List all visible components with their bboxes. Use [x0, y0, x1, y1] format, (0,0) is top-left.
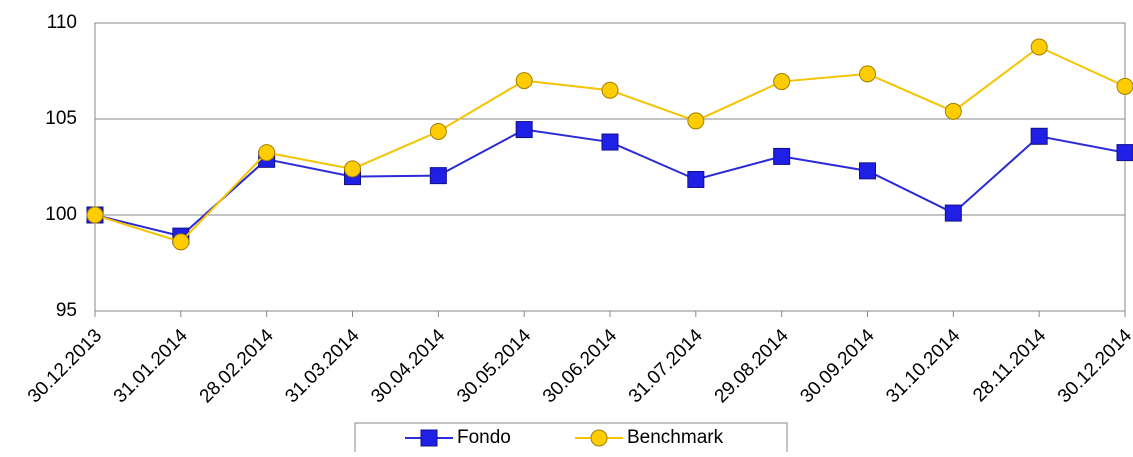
marker: [1030, 38, 1048, 56]
marker: [773, 73, 791, 91]
marker: [1116, 77, 1133, 95]
x-tick-label: 30.12.2014: [1054, 325, 1133, 407]
plot-frame: [94, 22, 1126, 312]
marker: [86, 206, 104, 224]
x-tick-label: 30.09.2014: [796, 325, 878, 407]
marker: [172, 233, 190, 251]
marker: [601, 81, 619, 99]
marker: [1116, 144, 1133, 162]
x-tick-label: 30.06.2014: [539, 325, 621, 407]
y-tick-label: 100: [45, 204, 77, 225]
marker: [687, 112, 705, 130]
legend-marker: [590, 429, 608, 447]
x-tick-label: 30.05.2014: [453, 325, 535, 407]
marker: [258, 144, 276, 162]
marker: [687, 170, 705, 188]
marker: [601, 133, 619, 151]
marker: [429, 167, 447, 185]
x-tick-label: 30.04.2014: [367, 325, 449, 407]
x-tick-label: 28.02.2014: [196, 325, 278, 407]
x-tick-label: 31.07.2014: [625, 325, 707, 407]
x-tick-label: 30.12.2013: [24, 325, 106, 407]
marker: [1030, 127, 1048, 145]
marker: [859, 65, 876, 83]
marker: [944, 102, 962, 120]
marker: [344, 160, 361, 178]
marker: [429, 122, 447, 140]
marker: [515, 72, 533, 90]
x-tick-label: 31.01.2014: [110, 325, 192, 407]
y-tick-label: 105: [45, 108, 77, 129]
legend-label: Fondo: [457, 427, 511, 448]
legend-marker: [420, 429, 438, 447]
marker: [944, 204, 962, 222]
marker: [515, 121, 533, 139]
marker: [773, 147, 791, 165]
x-tick-label: 31.03.2014: [281, 325, 363, 407]
x-tick-label: 31.10.2014: [882, 325, 964, 407]
x-tick-label: 28.11.2014: [969, 325, 1050, 406]
x-tick-label: 29.08.2014: [711, 325, 793, 407]
marker: [859, 162, 876, 180]
y-tick-label: 110: [47, 12, 77, 33]
legend-label: Benchmark: [627, 427, 724, 448]
y-tick-label: 95: [56, 300, 77, 321]
